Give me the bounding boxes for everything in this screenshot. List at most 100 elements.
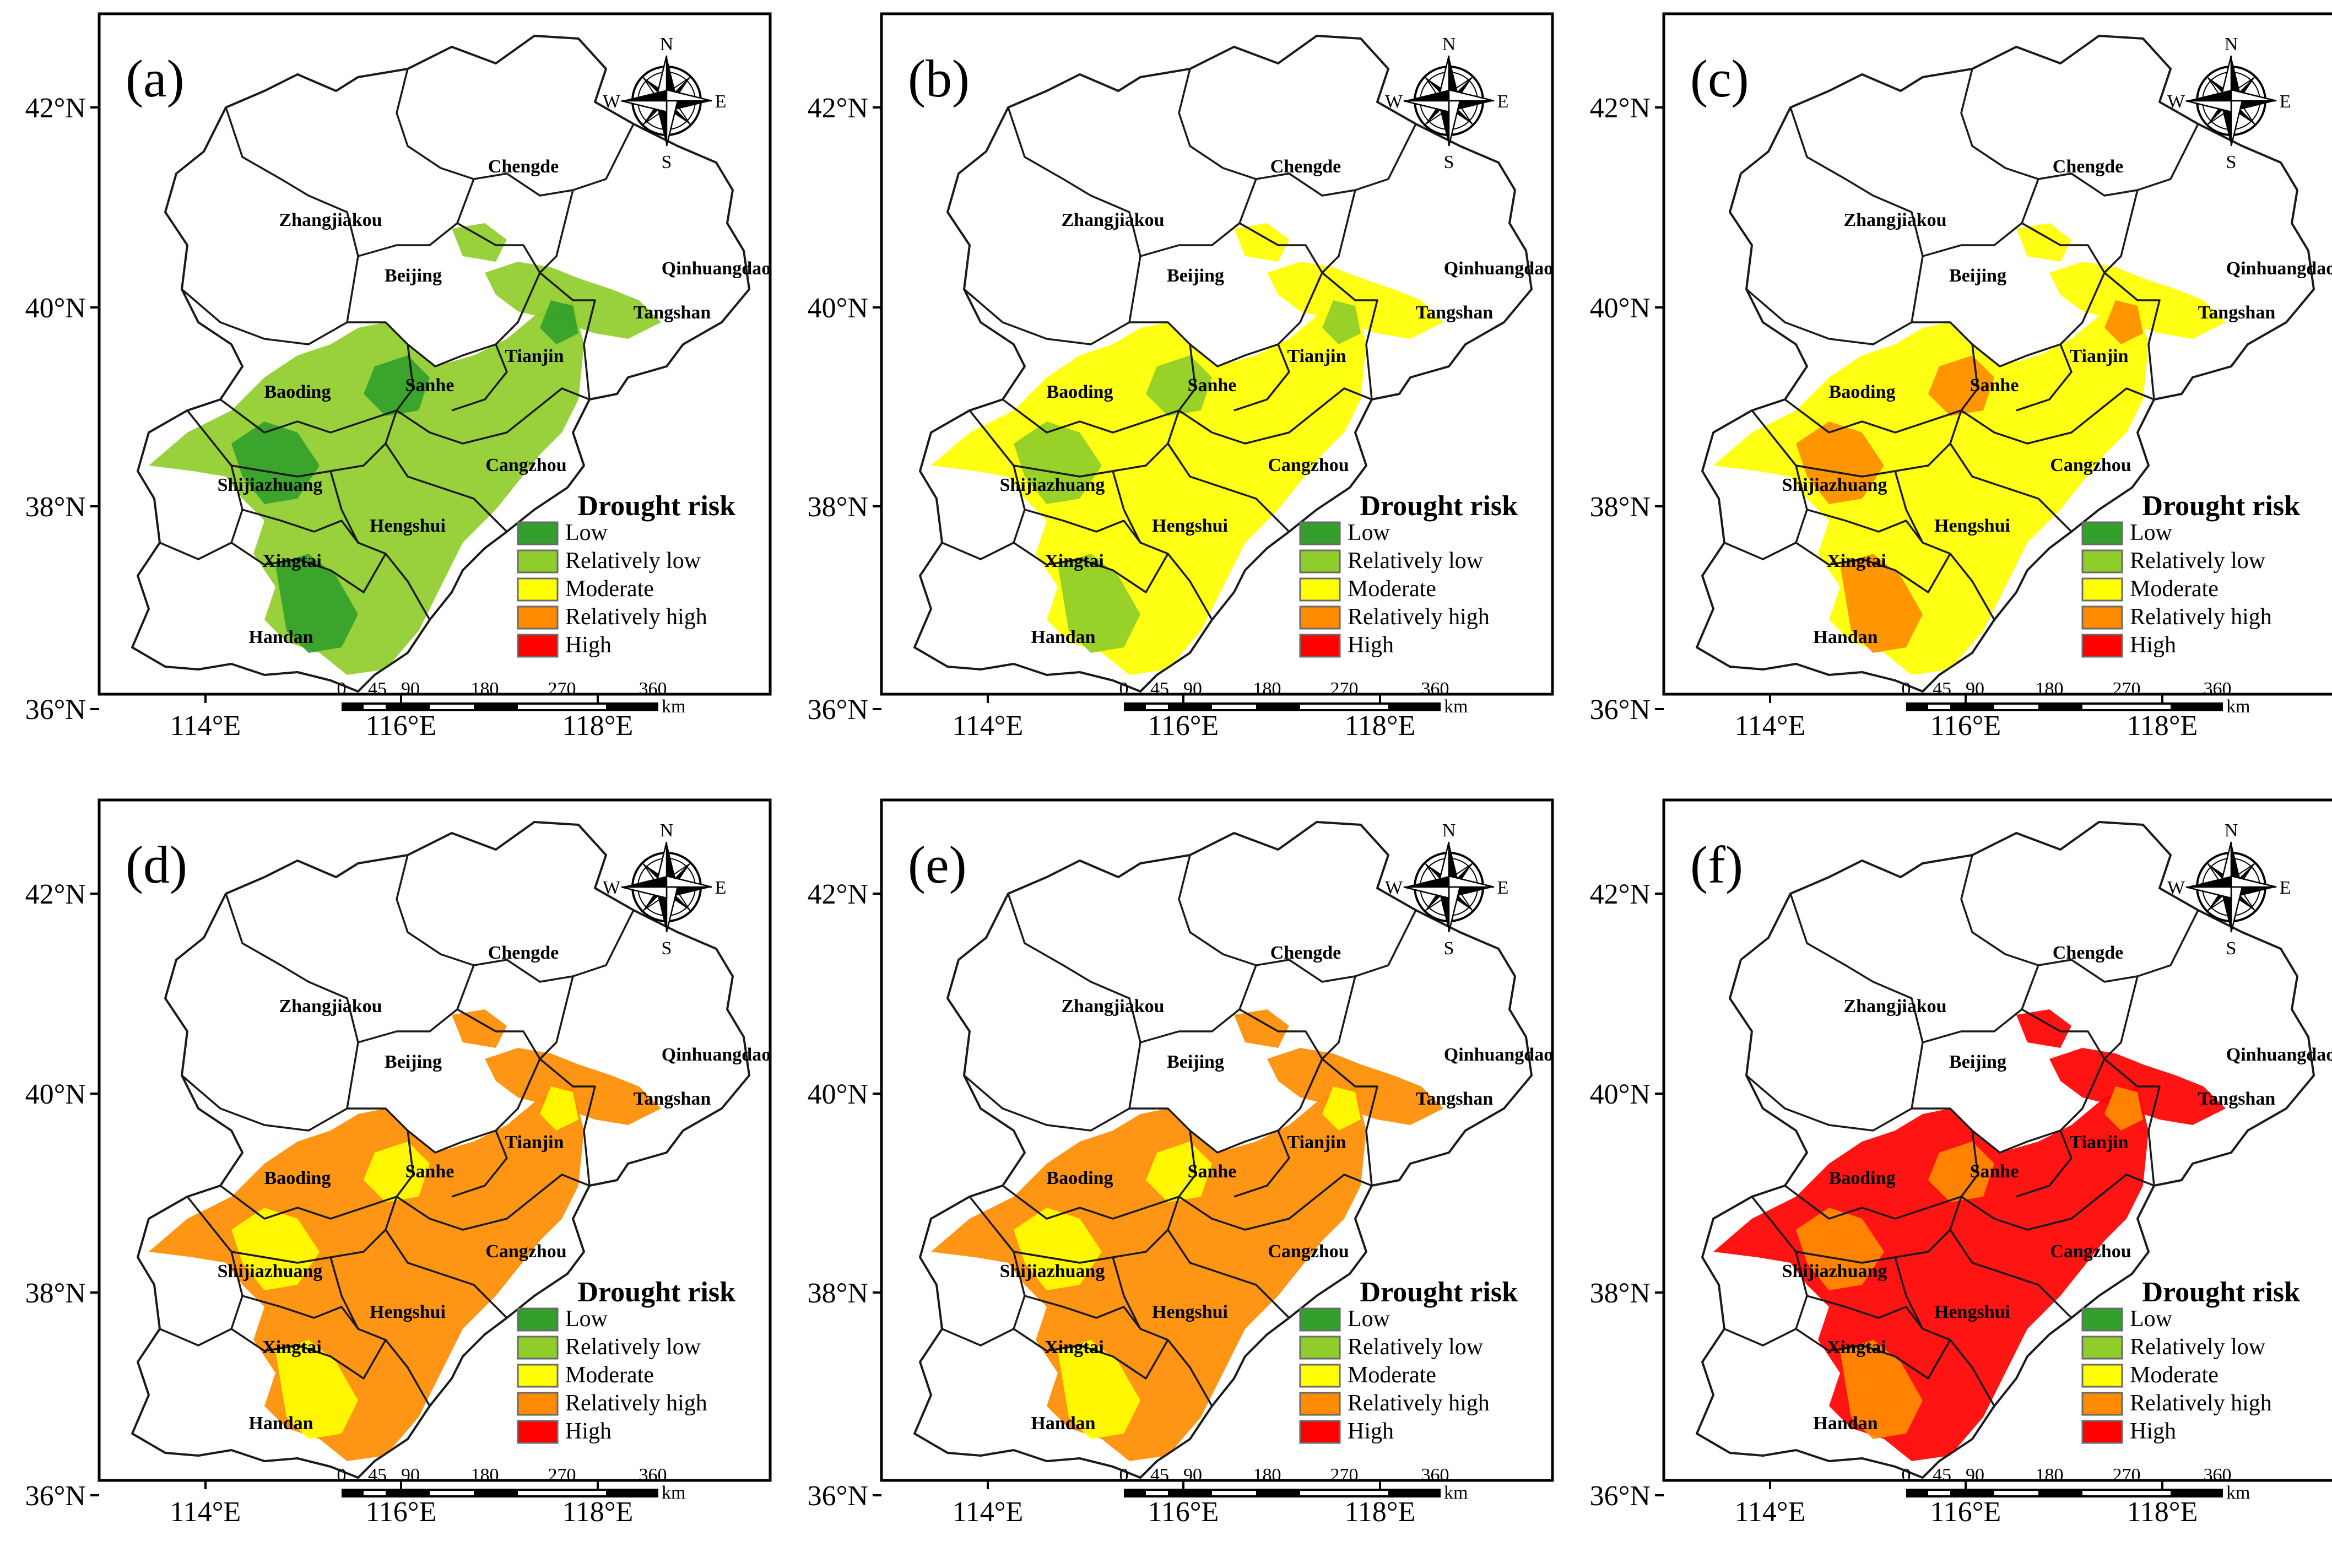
compass-icon: N S E W xyxy=(2167,820,2291,959)
legend-swatch xyxy=(517,549,559,574)
prefecture-border xyxy=(2016,1130,2073,1198)
prefecture-border xyxy=(1922,179,2039,257)
compass-s: S xyxy=(662,152,672,172)
legend-swatch xyxy=(2081,577,2123,602)
city-label: Zhangjiakou xyxy=(1061,996,1164,1017)
risk-zone-secondary xyxy=(364,1142,430,1202)
prefecture-border xyxy=(329,1257,431,1407)
scale-tick-label: 0 xyxy=(1119,679,1129,699)
lon-label: 116°E xyxy=(1930,1496,2001,1528)
prefecture-border xyxy=(1795,1328,1951,1380)
scale-tick-label: 45 xyxy=(368,1465,387,1485)
lon-label: 118°E xyxy=(2127,1496,2198,1528)
compass-s: S xyxy=(1444,938,1454,959)
legend-swatch xyxy=(517,577,559,602)
compass-icon: N S E W xyxy=(603,34,726,172)
city-label: Beijing xyxy=(385,1052,442,1072)
legend-swatch xyxy=(517,1420,559,1444)
compass-point xyxy=(1403,886,1450,899)
prefecture-border xyxy=(2021,190,2139,274)
risk-zone-secondary xyxy=(540,1086,578,1131)
prefecture-border xyxy=(1024,1295,1141,1330)
scale-bar-segment xyxy=(1928,1491,1950,1495)
scale-bar-segment xyxy=(364,705,386,709)
compass-n: N xyxy=(1442,820,1456,841)
city-label: Sanhe xyxy=(1970,1161,2019,1182)
city-label: Qinhuangdao xyxy=(1444,1045,1553,1065)
prefecture-border xyxy=(539,1058,596,1186)
scale-unit: km xyxy=(662,696,685,717)
legend-label: High xyxy=(565,632,612,658)
legend-title: Drought risk xyxy=(2142,490,2300,522)
prefecture-border xyxy=(1806,1295,1924,1330)
city-label: Handan xyxy=(1031,627,1095,647)
map-panel-2: Chengde Zhangjiakou Beijing Qinhuangdao Tang… xyxy=(808,12,1554,742)
scale-bar-base xyxy=(342,1489,658,1497)
prefecture-border xyxy=(1321,272,1378,400)
compass-n: N xyxy=(1442,34,1456,55)
lon-label: 114°E xyxy=(1735,710,1806,742)
region-boundary xyxy=(131,821,750,1479)
risk-zone-secondary xyxy=(1014,421,1102,504)
scale-bar-segment xyxy=(1994,1491,2038,1495)
region-boundary xyxy=(1696,821,2315,1479)
city-label: Hengshui xyxy=(370,516,446,536)
city-label: Handan xyxy=(1813,627,1877,647)
risk-zone-primary xyxy=(452,1009,507,1048)
compass-point xyxy=(667,101,712,112)
compass-point xyxy=(667,887,712,898)
scale-tick-label: 0 xyxy=(1902,1465,1911,1485)
panel-label: (f) xyxy=(1690,835,1743,894)
compass-point xyxy=(667,56,678,101)
scale-tick-label: 90 xyxy=(1183,1465,1202,1485)
prefecture-border xyxy=(2021,976,2139,1060)
lat-label: 36°N xyxy=(808,1480,868,1512)
prefecture-border xyxy=(457,190,574,274)
scale-tick-label: 270 xyxy=(548,679,576,699)
map-panel-5: Chengde Zhangjiakou Beijing Qinhuangdao Tang… xyxy=(808,798,1554,1528)
legend-label: Relatively low xyxy=(2130,1334,2266,1360)
compass-s: S xyxy=(1444,152,1454,172)
city-label: Hengshui xyxy=(1934,1302,2010,1322)
legend-swatch xyxy=(1299,549,1341,574)
city-label: Qinhuangdao xyxy=(662,1045,771,1065)
compass-point xyxy=(656,101,667,146)
legend-swatch xyxy=(517,605,559,630)
city-label: Hengshui xyxy=(1152,516,1228,536)
scale-bar-segment xyxy=(1212,705,1256,709)
scale-bar-segment xyxy=(1146,1491,1168,1495)
city-label: Hengshui xyxy=(1934,516,2010,536)
compass-e: E xyxy=(2280,878,2291,898)
scale-tick-label: 45 xyxy=(368,679,387,699)
compass-point xyxy=(2220,101,2231,146)
prefecture-border xyxy=(1961,387,2155,445)
compass-icon: N S E W xyxy=(2167,34,2291,172)
city-label: Beijing xyxy=(1949,266,2006,286)
legend-label: Relatively high xyxy=(565,604,707,630)
legend-title: Drought risk xyxy=(2142,1277,2300,1308)
risk-zone-secondary xyxy=(1322,1086,1361,1131)
scale-unit: km xyxy=(1444,696,1468,717)
scale-tick-label: 0 xyxy=(1902,679,1911,699)
city-label: Beijing xyxy=(385,266,442,286)
risk-zone-secondary xyxy=(1146,1142,1212,1202)
compass-s: S xyxy=(2226,938,2237,959)
legend-label: Moderate xyxy=(1348,1362,1436,1388)
compass-point xyxy=(2186,876,2231,887)
prefecture-border xyxy=(1912,1058,2106,1154)
compass-point xyxy=(665,100,679,147)
prefecture-border xyxy=(1013,1328,1169,1380)
prefecture-border xyxy=(1002,344,1197,434)
prefecture-border xyxy=(1140,179,1257,257)
lat-label: 42°N xyxy=(808,93,868,124)
compass-point xyxy=(2185,886,2232,899)
city-label: Shijiazhuang xyxy=(1782,475,1887,495)
scale-tick-label: 270 xyxy=(2113,679,2141,699)
scale-bar-segment xyxy=(2082,705,2171,709)
risk-zone-primary xyxy=(1713,300,2149,675)
compass-icon: N S E W xyxy=(1385,34,1508,172)
city-label: Cangzhou xyxy=(1268,1241,1349,1262)
